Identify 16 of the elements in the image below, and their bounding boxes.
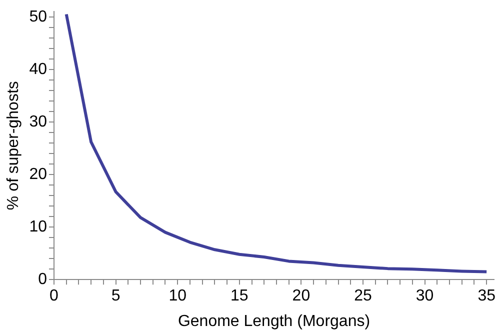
x-tick-label: 35 [478, 288, 496, 305]
x-tick-label: 20 [292, 288, 310, 305]
y-tick-label: 0 [38, 271, 48, 288]
x-tick-label: 10 [168, 288, 187, 305]
x-tick-label: 30 [416, 288, 434, 305]
x-tick-label: 15 [230, 288, 248, 305]
x-tick-label: 25 [354, 288, 372, 305]
x-tick-label: 5 [111, 288, 120, 305]
y-axis-title: % of super-ghosts [5, 81, 22, 210]
y-tick-label: 40 [29, 60, 48, 78]
y-tick-label: 10 [29, 218, 48, 236]
x-axis-title: Genome Length (Morgans) [178, 312, 370, 330]
y-tick-label: 30 [29, 113, 48, 130]
x-tick-label: 0 [50, 288, 59, 305]
y-tick-label: 20 [29, 166, 48, 183]
y-tick-label: 50 [29, 8, 48, 26]
